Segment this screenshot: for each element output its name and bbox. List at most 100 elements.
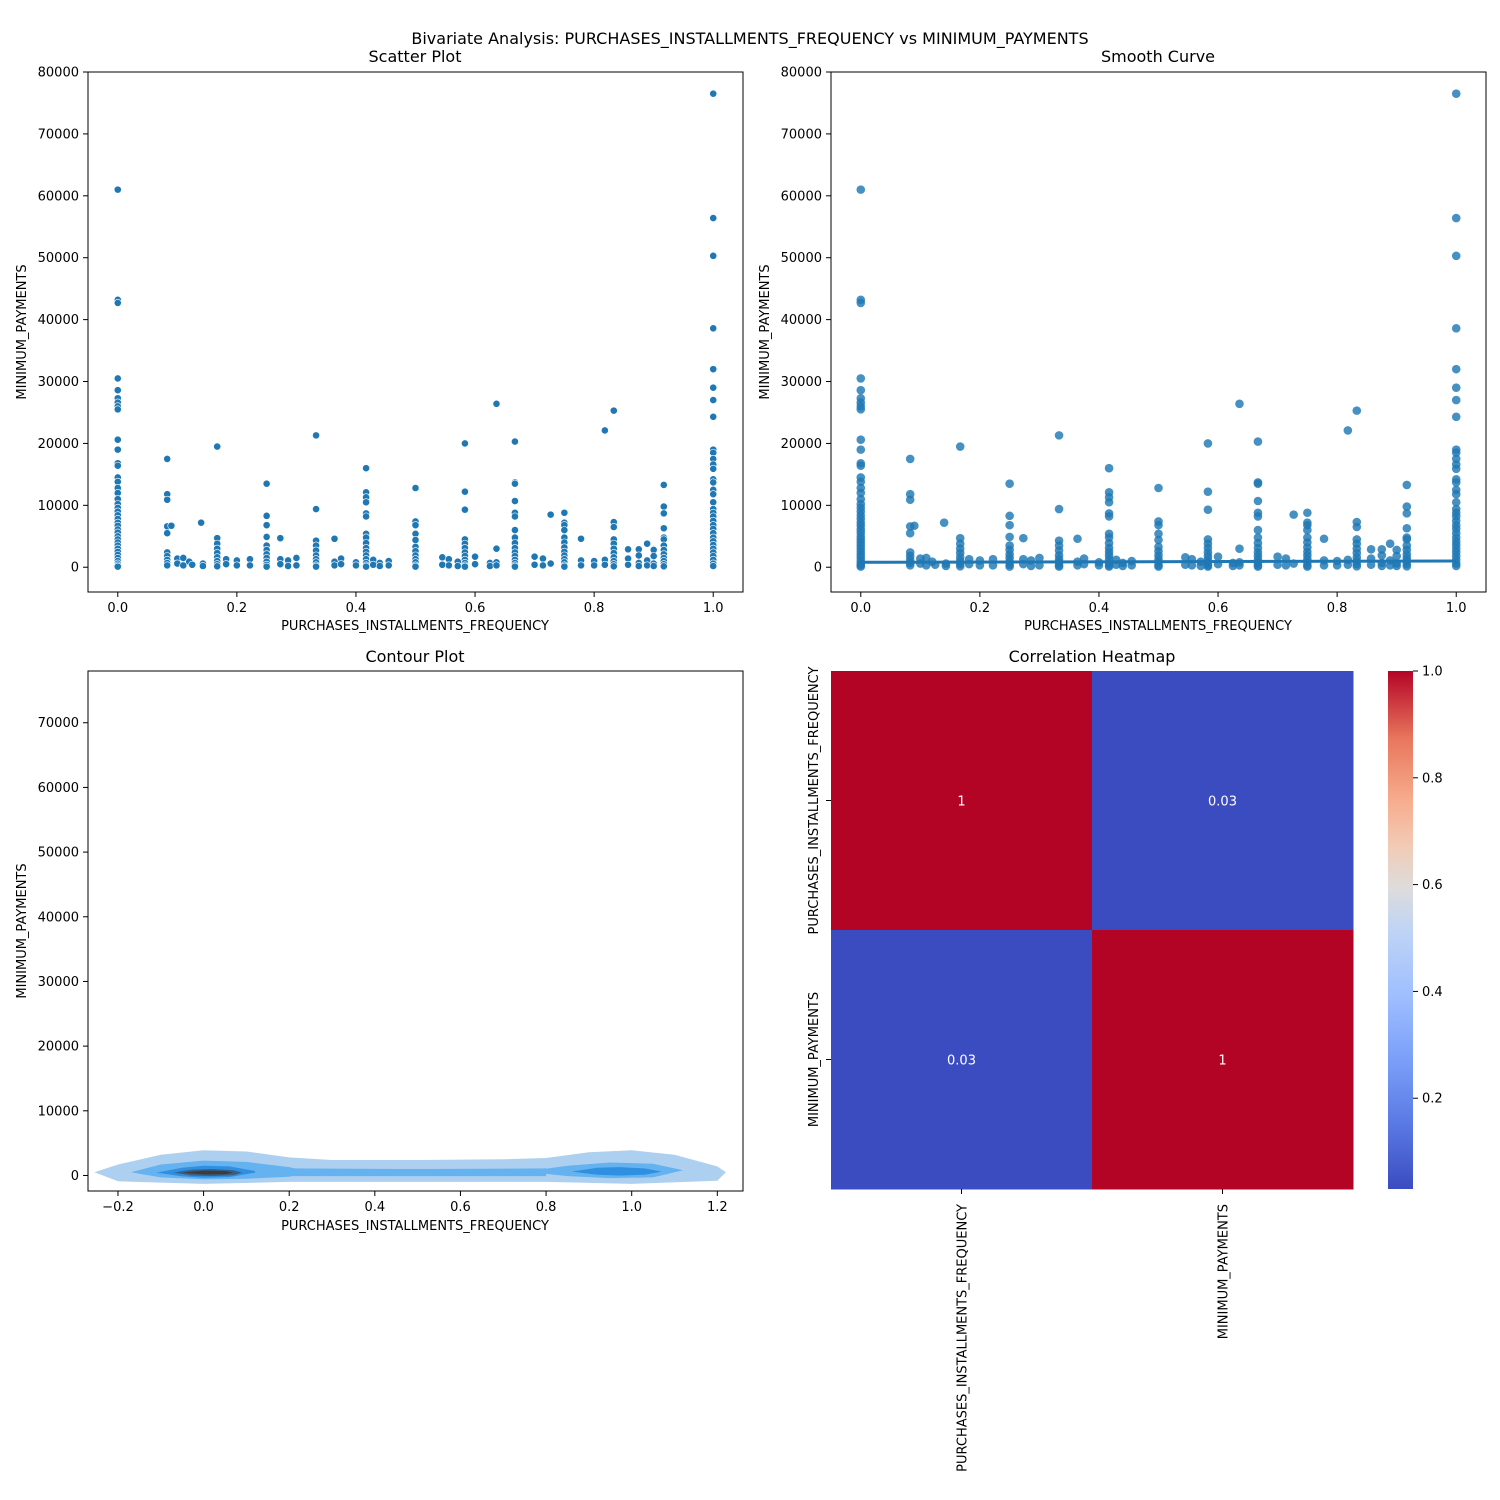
smooth-point xyxy=(1385,539,1395,549)
smooth-point xyxy=(1352,406,1362,415)
scatter-point xyxy=(461,562,469,571)
smooth-point xyxy=(1054,562,1064,571)
smooth-x-tick-label: 0.8 xyxy=(1327,601,1348,616)
scatter-plot-panel: Scatter Plot 0.0 0.2 0.4 0.6 0.8 1.0 0 10000 20… xyxy=(15,47,744,634)
smooth-point xyxy=(1402,509,1412,518)
scatter-point xyxy=(453,562,462,570)
scatter-point xyxy=(167,521,176,530)
smooth-x-tick-label: 0.2 xyxy=(970,601,991,616)
scatter-point xyxy=(330,534,339,543)
scatter-point xyxy=(530,552,539,561)
smooth-point xyxy=(1451,448,1461,458)
scatter-point xyxy=(471,560,479,569)
colorbar-tick-label: 1.0 xyxy=(1422,665,1443,680)
scatter-y-tick-label: 40000 xyxy=(38,313,79,328)
smooth-point xyxy=(1154,483,1163,493)
scatter-point xyxy=(709,412,718,421)
smooth-point xyxy=(1104,497,1114,507)
scatter-point xyxy=(276,560,285,569)
smooth-point xyxy=(1213,552,1223,562)
scatter-y-tick-label: 20000 xyxy=(38,437,79,452)
smooth-point xyxy=(856,405,866,414)
smooth-point xyxy=(1054,504,1064,514)
smooth-point xyxy=(1451,89,1461,98)
smooth-point xyxy=(1289,510,1298,519)
scatter-x-label: PURCHASES_INSTALLMENTS_FREQUENCY xyxy=(281,619,549,634)
scatter-point xyxy=(461,487,469,496)
smooth-y-tick-label: 30000 xyxy=(781,375,822,390)
scatter-point xyxy=(609,523,618,531)
heatmap-y-label: MINIMUM_PAYMENTS xyxy=(807,992,822,1127)
smooth-point xyxy=(1253,512,1263,521)
scatter-point xyxy=(709,89,718,98)
scatter-point xyxy=(113,562,122,571)
smooth-y-tick-label: 0 xyxy=(814,561,822,576)
smooth-point xyxy=(1319,534,1329,544)
scatter-point xyxy=(709,478,718,487)
smooth-point xyxy=(1127,561,1137,570)
smooth-point xyxy=(1385,561,1395,570)
scatter-point xyxy=(113,374,122,383)
smooth-point xyxy=(1366,544,1376,554)
scatter-point xyxy=(312,505,320,513)
scatter-point xyxy=(624,545,632,554)
smooth-point xyxy=(1035,553,1044,563)
scatter-point xyxy=(113,299,122,307)
scatter-point xyxy=(492,561,501,570)
scatter-point xyxy=(486,562,494,570)
smooth-point xyxy=(1235,399,1244,409)
scatter-point xyxy=(709,251,718,260)
scatter-point xyxy=(649,562,658,570)
smooth-point xyxy=(1303,562,1312,571)
scatter-point xyxy=(330,561,339,570)
scatter-y-tick-label: 10000 xyxy=(38,499,79,514)
smooth-point xyxy=(1005,520,1014,530)
smooth-point xyxy=(1451,213,1461,223)
smooth-point xyxy=(1392,545,1401,555)
smooth-y-tick-label: 20000 xyxy=(781,437,822,452)
scatter-point xyxy=(312,562,320,571)
smooth-point xyxy=(1451,395,1461,405)
contour-band-strong-right xyxy=(571,1167,662,1176)
scatter-point xyxy=(213,562,222,571)
smooth-point xyxy=(1203,487,1213,497)
smooth-x-tick-label: 0.6 xyxy=(1208,601,1229,616)
scatter-y-tick-label: 0 xyxy=(71,561,79,576)
scatter-point xyxy=(113,405,122,414)
smooth-point xyxy=(1402,523,1412,533)
scatter-y-label: MINIMUM_PAYMENTS xyxy=(15,264,30,399)
smooth-point xyxy=(1451,497,1461,507)
scatter-point xyxy=(634,562,643,570)
contour-y-tick-label: 30000 xyxy=(38,975,79,990)
scatter-plot-frame xyxy=(87,71,744,593)
heatmap-x-label: MINIMUM_PAYMENTS xyxy=(1217,1204,1232,1339)
smooth-point xyxy=(1451,323,1461,333)
scatter-point xyxy=(262,479,271,488)
smooth-point xyxy=(1005,562,1014,571)
smooth-point xyxy=(1319,561,1329,570)
contour-x-tick-label: 0.0 xyxy=(193,1200,214,1215)
smooth-y-tick-label: 70000 xyxy=(781,127,822,142)
smooth-point xyxy=(1104,463,1114,473)
scatter-point xyxy=(590,561,599,570)
smooth-point xyxy=(1104,512,1114,521)
contour-plot-panel: Contour Plot −0.2 0.0 0.2 0.4 0.6 0.8 1.0 1.2 0… xyxy=(15,647,744,1234)
scatter-point xyxy=(461,439,469,448)
scatter-point xyxy=(113,386,122,395)
scatter-point xyxy=(643,539,652,548)
smooth-x-tick-label: 0.4 xyxy=(1089,601,1110,616)
smooth-point xyxy=(1228,561,1238,571)
scatter-point xyxy=(262,511,271,520)
scatter-x-tick-label: 1.0 xyxy=(703,601,724,616)
smooth-point xyxy=(1451,478,1461,487)
smooth-point xyxy=(1451,251,1461,261)
smooth-point xyxy=(856,185,866,194)
smooth-point xyxy=(1196,561,1206,571)
smooth-y-tick-label: 50000 xyxy=(781,251,822,266)
smooth-point xyxy=(1303,508,1312,518)
smooth-point xyxy=(1402,480,1412,490)
scatter-point xyxy=(709,396,718,404)
scatter-point xyxy=(197,518,206,527)
smooth-point xyxy=(1451,364,1461,374)
